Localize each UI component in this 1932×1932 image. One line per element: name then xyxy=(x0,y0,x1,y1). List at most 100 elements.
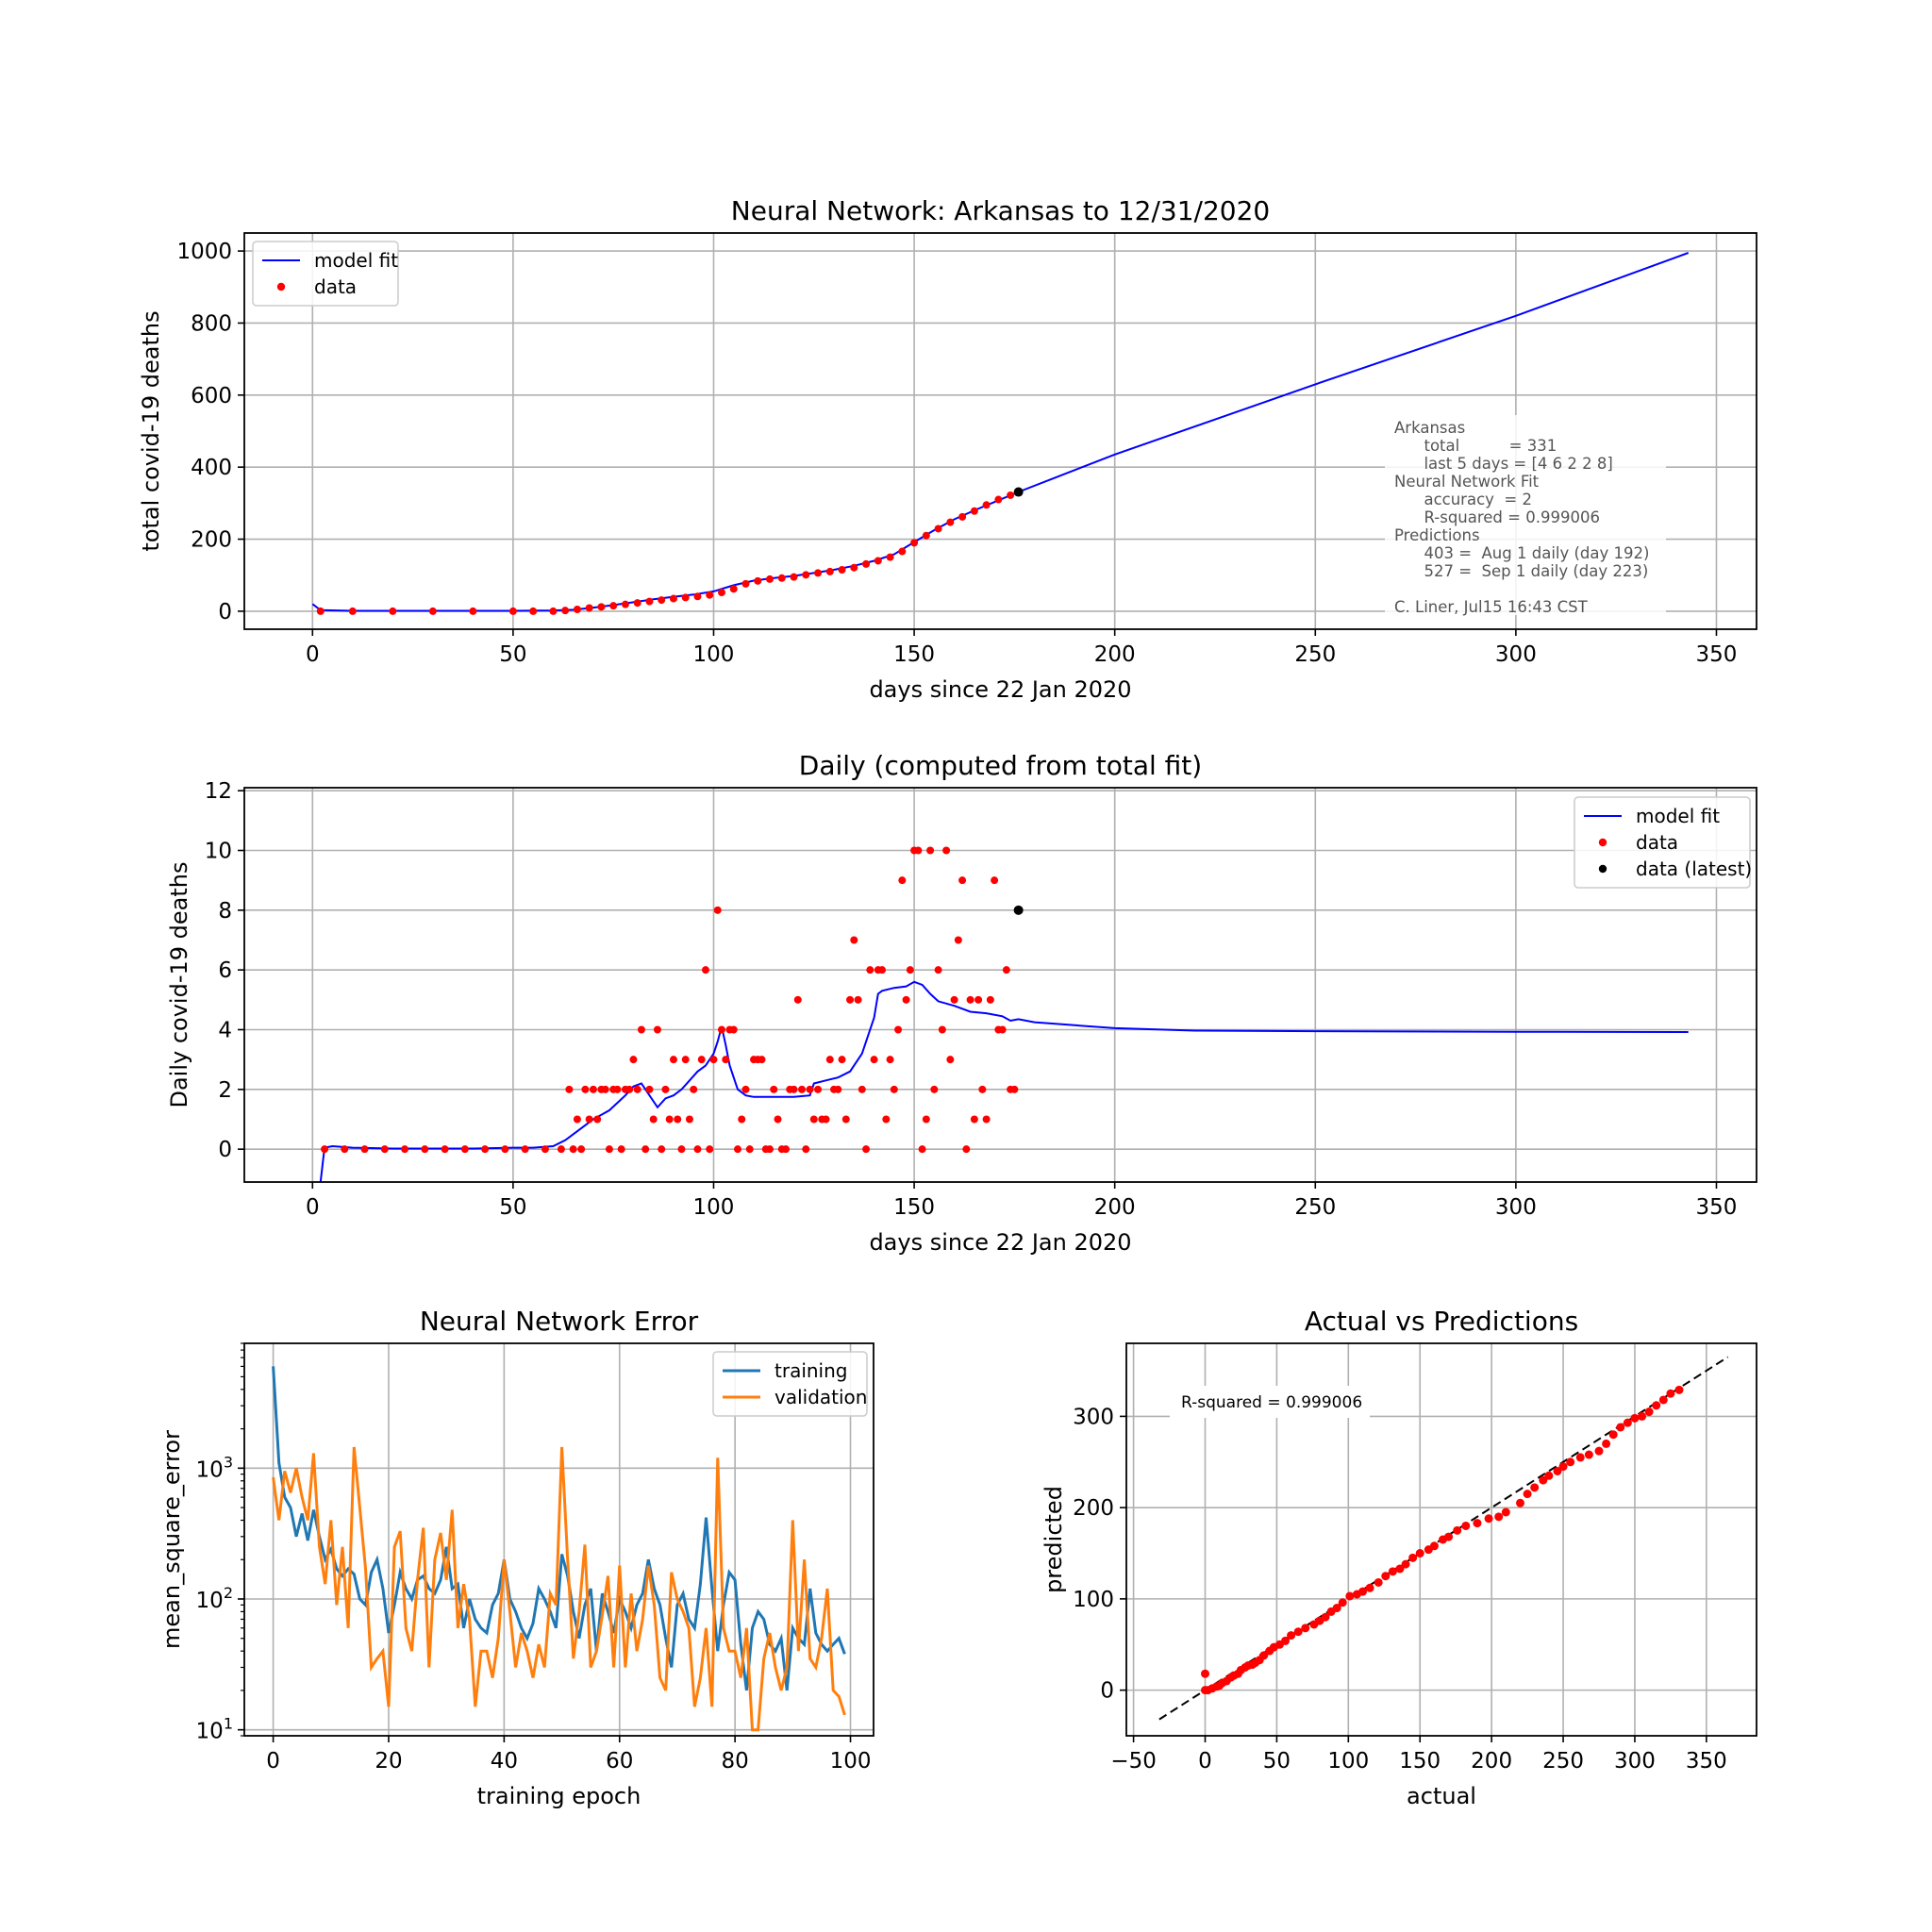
data-point xyxy=(585,1115,593,1124)
data-point xyxy=(1259,1651,1269,1660)
data-point xyxy=(822,1115,830,1124)
y-tick-label: 4 xyxy=(218,1019,232,1043)
x-tick-label: 300 xyxy=(1495,1195,1537,1220)
legend-swatch-marker xyxy=(1598,864,1607,874)
data-point xyxy=(669,594,677,603)
data-point xyxy=(1652,1401,1661,1410)
actual-vs-predictions-panel: −50 0 50 100 150 200 250 300 350 0 100 200 300 Actual… xyxy=(1041,1306,1757,1809)
data-point xyxy=(677,1145,686,1154)
data-point xyxy=(693,1145,702,1154)
data-point xyxy=(729,585,738,593)
chart-title: Daily (computed from total fit) xyxy=(799,750,1202,781)
y-tick-label: 0 xyxy=(218,1138,232,1162)
data-point xyxy=(754,576,762,585)
y-tick-label-base: 10 xyxy=(196,1720,224,1744)
y-tick-label: 8 xyxy=(218,899,232,924)
x-tick-label: 50 xyxy=(499,1195,526,1220)
data-point xyxy=(930,1085,939,1093)
data-point xyxy=(741,1085,750,1093)
plot-frame xyxy=(243,1342,874,1737)
data-point xyxy=(814,1085,823,1093)
data-point xyxy=(1321,1612,1330,1622)
data-point xyxy=(1010,1085,1019,1093)
data-point xyxy=(469,607,477,615)
legend-entry: model fit xyxy=(314,249,398,272)
data-point xyxy=(878,966,887,974)
annotation-line: Arkansas xyxy=(1394,419,1465,437)
data-point xyxy=(1566,1457,1575,1467)
legend-box xyxy=(1574,796,1751,889)
data-point xyxy=(1401,1559,1410,1569)
data-point xyxy=(541,1145,549,1154)
annotation-line: C. Liner, Jul15 16:43 CST xyxy=(1394,598,1589,616)
data-point xyxy=(633,599,641,608)
data-point xyxy=(806,1085,814,1093)
validation-line xyxy=(272,1446,846,1732)
data-point xyxy=(874,557,882,565)
annotation-line: total = 331 xyxy=(1394,437,1557,455)
data-point xyxy=(866,966,874,974)
data-point xyxy=(717,589,725,597)
data-point xyxy=(1530,1483,1540,1492)
plot-frame xyxy=(243,787,1757,1183)
x-tick-label: 100 xyxy=(693,1195,735,1220)
x-tick-label: 250 xyxy=(1294,1195,1336,1220)
data-point xyxy=(802,1145,810,1154)
x-tick-label: 60 xyxy=(606,1749,633,1774)
data-point xyxy=(838,566,846,574)
data-point xyxy=(922,1115,930,1124)
data-point xyxy=(770,1085,778,1093)
data-point xyxy=(1002,966,1010,974)
data-point xyxy=(825,567,834,575)
data-point xyxy=(790,1085,798,1093)
data-point xyxy=(649,1115,658,1124)
model-fit-line xyxy=(319,980,1689,1182)
plot-area xyxy=(311,252,1690,615)
annotation-line: Neural Network Fit xyxy=(1394,473,1540,491)
data-point xyxy=(601,1085,609,1093)
plot-area xyxy=(272,1366,846,1732)
data-point xyxy=(946,1056,955,1064)
data-point xyxy=(882,1115,891,1124)
data-point xyxy=(1630,1413,1640,1423)
data-point xyxy=(982,501,991,509)
data-point xyxy=(1301,1624,1310,1633)
y-tick-label: 400 xyxy=(191,456,232,480)
x-tick-label: 20 xyxy=(375,1749,402,1774)
data-point xyxy=(1358,1587,1367,1596)
data-point xyxy=(529,607,538,615)
data-point xyxy=(709,1056,718,1064)
data-point xyxy=(862,1145,871,1154)
data-point xyxy=(926,846,935,855)
x-tick-label: 150 xyxy=(893,642,935,667)
y-tick-label-exponent: 2 xyxy=(224,1584,233,1602)
data-point xyxy=(946,518,955,526)
plot-frame xyxy=(243,232,1757,630)
x-axis-label: days since 22 Jan 2020 xyxy=(869,1229,1131,1256)
model-fit-line xyxy=(311,252,1690,612)
data-point xyxy=(1666,1389,1675,1398)
data-point xyxy=(729,1025,738,1034)
data-point xyxy=(645,597,654,606)
data-point xyxy=(1674,1385,1684,1394)
data-point xyxy=(1007,491,1015,499)
data-point xyxy=(809,1115,818,1124)
data-point xyxy=(693,592,702,601)
data-point xyxy=(401,1145,409,1154)
r-squared-annotation: R-squared = 0.999006 xyxy=(1181,1393,1362,1412)
data-point xyxy=(970,1115,978,1124)
data-point xyxy=(380,1145,389,1154)
data-point xyxy=(733,1145,741,1154)
data-point xyxy=(1281,1636,1291,1645)
data-point xyxy=(1558,1462,1568,1472)
data-point xyxy=(902,995,910,1004)
data-point xyxy=(1544,1471,1554,1480)
data-point xyxy=(958,876,967,885)
data-point xyxy=(970,507,978,515)
x-tick-label: 350 xyxy=(1696,1195,1738,1220)
data-point xyxy=(1338,1598,1347,1607)
data-point xyxy=(717,1025,725,1034)
data-point xyxy=(645,1085,654,1093)
data-point xyxy=(653,1025,661,1034)
data-point xyxy=(954,936,962,944)
